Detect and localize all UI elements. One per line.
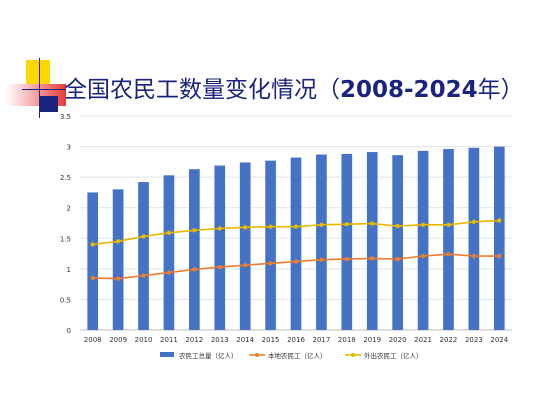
x-tick-label: 2021 — [414, 336, 432, 344]
x-tick-label: 2019 — [363, 336, 381, 344]
bar — [239, 162, 251, 330]
series-point — [471, 219, 477, 224]
bar — [112, 189, 124, 330]
bar — [392, 155, 403, 330]
series-point — [166, 230, 172, 235]
legend-swatch — [160, 352, 174, 357]
deco-horizontal-line — [22, 89, 66, 90]
x-tick-label: 2023 — [465, 336, 483, 344]
y-tick-label: 2.5 — [60, 174, 71, 182]
bar — [366, 152, 378, 330]
legend-swatch — [351, 353, 355, 357]
y-tick-label: 0 — [67, 327, 71, 335]
series-point — [90, 275, 95, 281]
y-tick-label: 2 — [67, 205, 71, 213]
legend-label: 本地农民工（亿人） — [268, 351, 327, 360]
x-tick-label: 2024 — [490, 336, 508, 344]
series-point — [395, 223, 400, 229]
series-point — [192, 228, 197, 233]
bar — [493, 146, 505, 330]
legend-swatch — [255, 353, 259, 357]
y-tick-label: 3 — [67, 144, 71, 152]
series-point — [90, 242, 95, 247]
series-point — [217, 226, 222, 231]
bar — [468, 147, 480, 330]
bar — [138, 182, 149, 330]
bar — [163, 175, 175, 330]
series-point — [446, 251, 451, 257]
series-point — [268, 261, 273, 266]
series-point — [370, 221, 375, 226]
slide-title-prefix: 全国农民工数量变化情况（ — [64, 77, 340, 103]
series-point — [192, 267, 197, 272]
bar — [341, 153, 353, 330]
x-tick-label: 2016 — [287, 336, 305, 344]
bar — [316, 154, 327, 330]
deco-vertical-line — [39, 58, 40, 118]
x-tick-label: 2020 — [389, 336, 407, 344]
y-tick-label: 3.5 — [60, 113, 71, 121]
series-point — [217, 264, 222, 270]
legend-label: 外出农民工（亿人） — [364, 351, 423, 360]
series-point — [420, 222, 426, 228]
series-point — [395, 256, 400, 262]
slide-title: 全国农民工数量变化情况（2008-2024年） — [64, 70, 524, 104]
series-point — [370, 256, 375, 261]
x-tick-label: 2008 — [84, 336, 102, 344]
bar — [443, 149, 454, 330]
series-point — [446, 222, 451, 228]
legend-label: 农民工总量（亿人） — [179, 351, 238, 360]
y-tick-label: 0.5 — [60, 296, 71, 304]
bar — [265, 160, 276, 330]
x-tick-label: 2018 — [338, 336, 356, 344]
x-tick-label: 2014 — [236, 336, 254, 344]
x-tick-label: 2017 — [312, 336, 330, 344]
deco-yellow-square — [26, 60, 50, 88]
slide-title-suffix: 年） — [477, 77, 524, 103]
series-point — [141, 273, 146, 278]
deco-navy-square — [40, 96, 58, 112]
series-point — [293, 224, 299, 229]
bar — [290, 157, 302, 330]
series-point — [242, 225, 248, 230]
series-point — [497, 218, 502, 223]
series-point — [115, 276, 121, 281]
y-tick-label: 1.5 — [60, 235, 71, 243]
series-point — [293, 259, 299, 264]
bar — [214, 165, 226, 330]
series-point — [319, 257, 324, 262]
x-tick-label: 2015 — [262, 336, 280, 344]
series-point — [242, 262, 248, 268]
y-tick-label: 1 — [67, 266, 71, 274]
x-tick-label: 2011 — [160, 336, 178, 344]
bar — [189, 169, 200, 330]
series-point — [319, 222, 324, 228]
bar — [87, 192, 99, 330]
series-point — [344, 256, 350, 262]
series-point — [344, 222, 350, 227]
series-point — [141, 234, 146, 239]
series-point — [268, 224, 273, 229]
x-tick-label: 2009 — [109, 336, 127, 344]
series-point — [166, 270, 172, 275]
x-tick-label: 2010 — [135, 336, 153, 344]
series-point — [497, 253, 502, 259]
x-tick-label: 2022 — [440, 336, 458, 344]
series-point — [420, 253, 426, 259]
x-tick-label: 2012 — [185, 336, 203, 344]
series-point — [115, 239, 121, 244]
x-tick-label: 2013 — [211, 336, 229, 344]
slide-title-years: 2008-2024 — [340, 77, 478, 103]
bar — [417, 150, 429, 330]
series-point — [471, 253, 477, 259]
